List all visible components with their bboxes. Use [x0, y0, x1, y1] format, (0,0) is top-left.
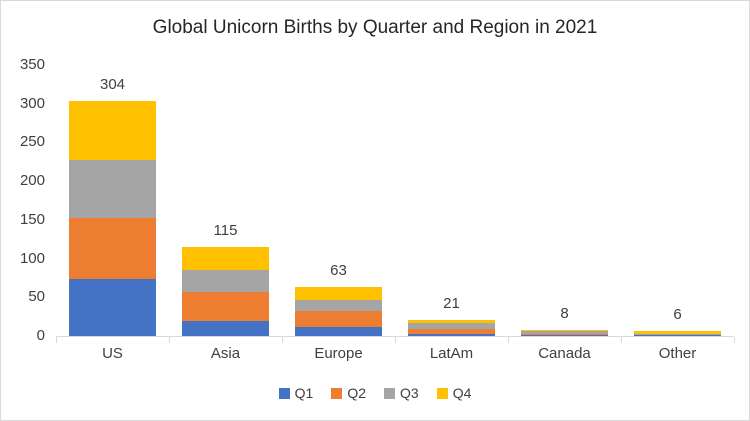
- y-axis-label: 50: [28, 288, 45, 306]
- legend-item-Q1[interactable]: Q1: [278, 385, 314, 401]
- bar-segment-LatAm-Q4[interactable]: [408, 319, 495, 323]
- data-label-LatAm: 21: [443, 294, 460, 312]
- legend-swatch-icon: [278, 387, 290, 399]
- y-axis-label: 350: [19, 56, 45, 73]
- bar-segment-Asia-Q3[interactable]: [182, 270, 269, 292]
- x-axis-tick: [621, 337, 622, 343]
- bar-segment-Canada-Q3[interactable]: [521, 330, 608, 334]
- x-axis-label-US: US: [102, 345, 123, 362]
- data-label-Canada: 8: [560, 304, 569, 322]
- data-label-Asia: 115: [213, 221, 238, 239]
- x-axis-tick: [734, 337, 735, 343]
- x-axis-label-Europe: Europe: [314, 345, 363, 362]
- data-label-Europe: 63: [330, 262, 347, 280]
- legend: Q1 Q2 Q3 Q4: [1, 385, 749, 401]
- bar-segment-Asia-Q1[interactable]: [182, 320, 269, 336]
- legend-label: Q4: [452, 385, 472, 401]
- y-axis-label: 100: [19, 249, 45, 267]
- bar-segment-LatAm-Q1[interactable]: [408, 333, 495, 336]
- legend-swatch-icon: [331, 387, 343, 399]
- bar-segment-US-Q1[interactable]: [69, 279, 156, 336]
- x-axis-tick: [56, 337, 57, 343]
- bar-segment-US-Q2[interactable]: [69, 217, 156, 280]
- y-axis-label: 300: [19, 94, 45, 112]
- bar-segment-US-Q3[interactable]: [69, 160, 156, 218]
- legend-swatch-icon: [436, 387, 448, 399]
- bar-segment-LatAm-Q3[interactable]: [408, 322, 495, 330]
- x-axis-tick: [508, 337, 509, 343]
- x-axis-label-Canada: Canada: [538, 345, 591, 362]
- bar-segment-Europe-Q3[interactable]: [295, 300, 382, 312]
- legend-item-Q4[interactable]: Q4: [436, 385, 472, 401]
- legend-item-Q2[interactable]: Q2: [331, 385, 366, 401]
- x-axis-tick: [282, 337, 283, 343]
- legend-label: Q1: [294, 385, 314, 401]
- x-axis-label-Asia: Asia: [210, 345, 241, 362]
- bar-segment-Other-Q2[interactable]: [634, 334, 721, 336]
- x-axis-label-LatAm: LatAm: [429, 345, 474, 362]
- legend-swatch-icon: [384, 387, 395, 399]
- bar-segment-Canada-Q2[interactable]: [521, 333, 608, 336]
- bar-segment-Other-Q1[interactable]: [634, 335, 721, 336]
- bar-segment-Europe-Q1[interactable]: [295, 326, 382, 336]
- bar-segment-Canada-Q4[interactable]: [521, 329, 608, 331]
- bar-segment-Asia-Q2[interactable]: [182, 291, 269, 321]
- data-label-US: 304: [99, 75, 126, 93]
- legend-item-Q3[interactable]: Q3: [384, 385, 419, 401]
- bar-segment-Europe-Q2[interactable]: [295, 311, 382, 327]
- bar-segment-Other-Q3[interactable]: [634, 333, 721, 335]
- bar-segment-Canada-Q1[interactable]: [521, 335, 608, 336]
- x-axis-label-Other: Other: [658, 345, 697, 362]
- x-axis-line: [56, 336, 734, 337]
- bar-segment-US-Q4[interactable]: [69, 100, 156, 161]
- x-axis-tick: [169, 337, 170, 343]
- data-label-Other: 6: [673, 306, 682, 324]
- y-axis-label: 200: [19, 172, 45, 190]
- bar-segment-LatAm-Q2[interactable]: [408, 329, 495, 334]
- y-axis-label: 150: [19, 210, 45, 228]
- x-axis-tick: [395, 337, 396, 343]
- legend-label: Q3: [400, 385, 419, 401]
- y-axis-label: 250: [19, 133, 45, 151]
- y-axis-label: 0: [36, 327, 45, 344]
- chart-title: Global Unicorn Births by Quarter and Reg…: [152, 17, 598, 38]
- bar-segment-Other-Q4[interactable]: [634, 331, 721, 334]
- legend-label: Q2: [347, 385, 366, 401]
- bar-segment-Europe-Q4[interactable]: [295, 287, 382, 301]
- bar-segment-Asia-Q4[interactable]: [182, 246, 269, 271]
